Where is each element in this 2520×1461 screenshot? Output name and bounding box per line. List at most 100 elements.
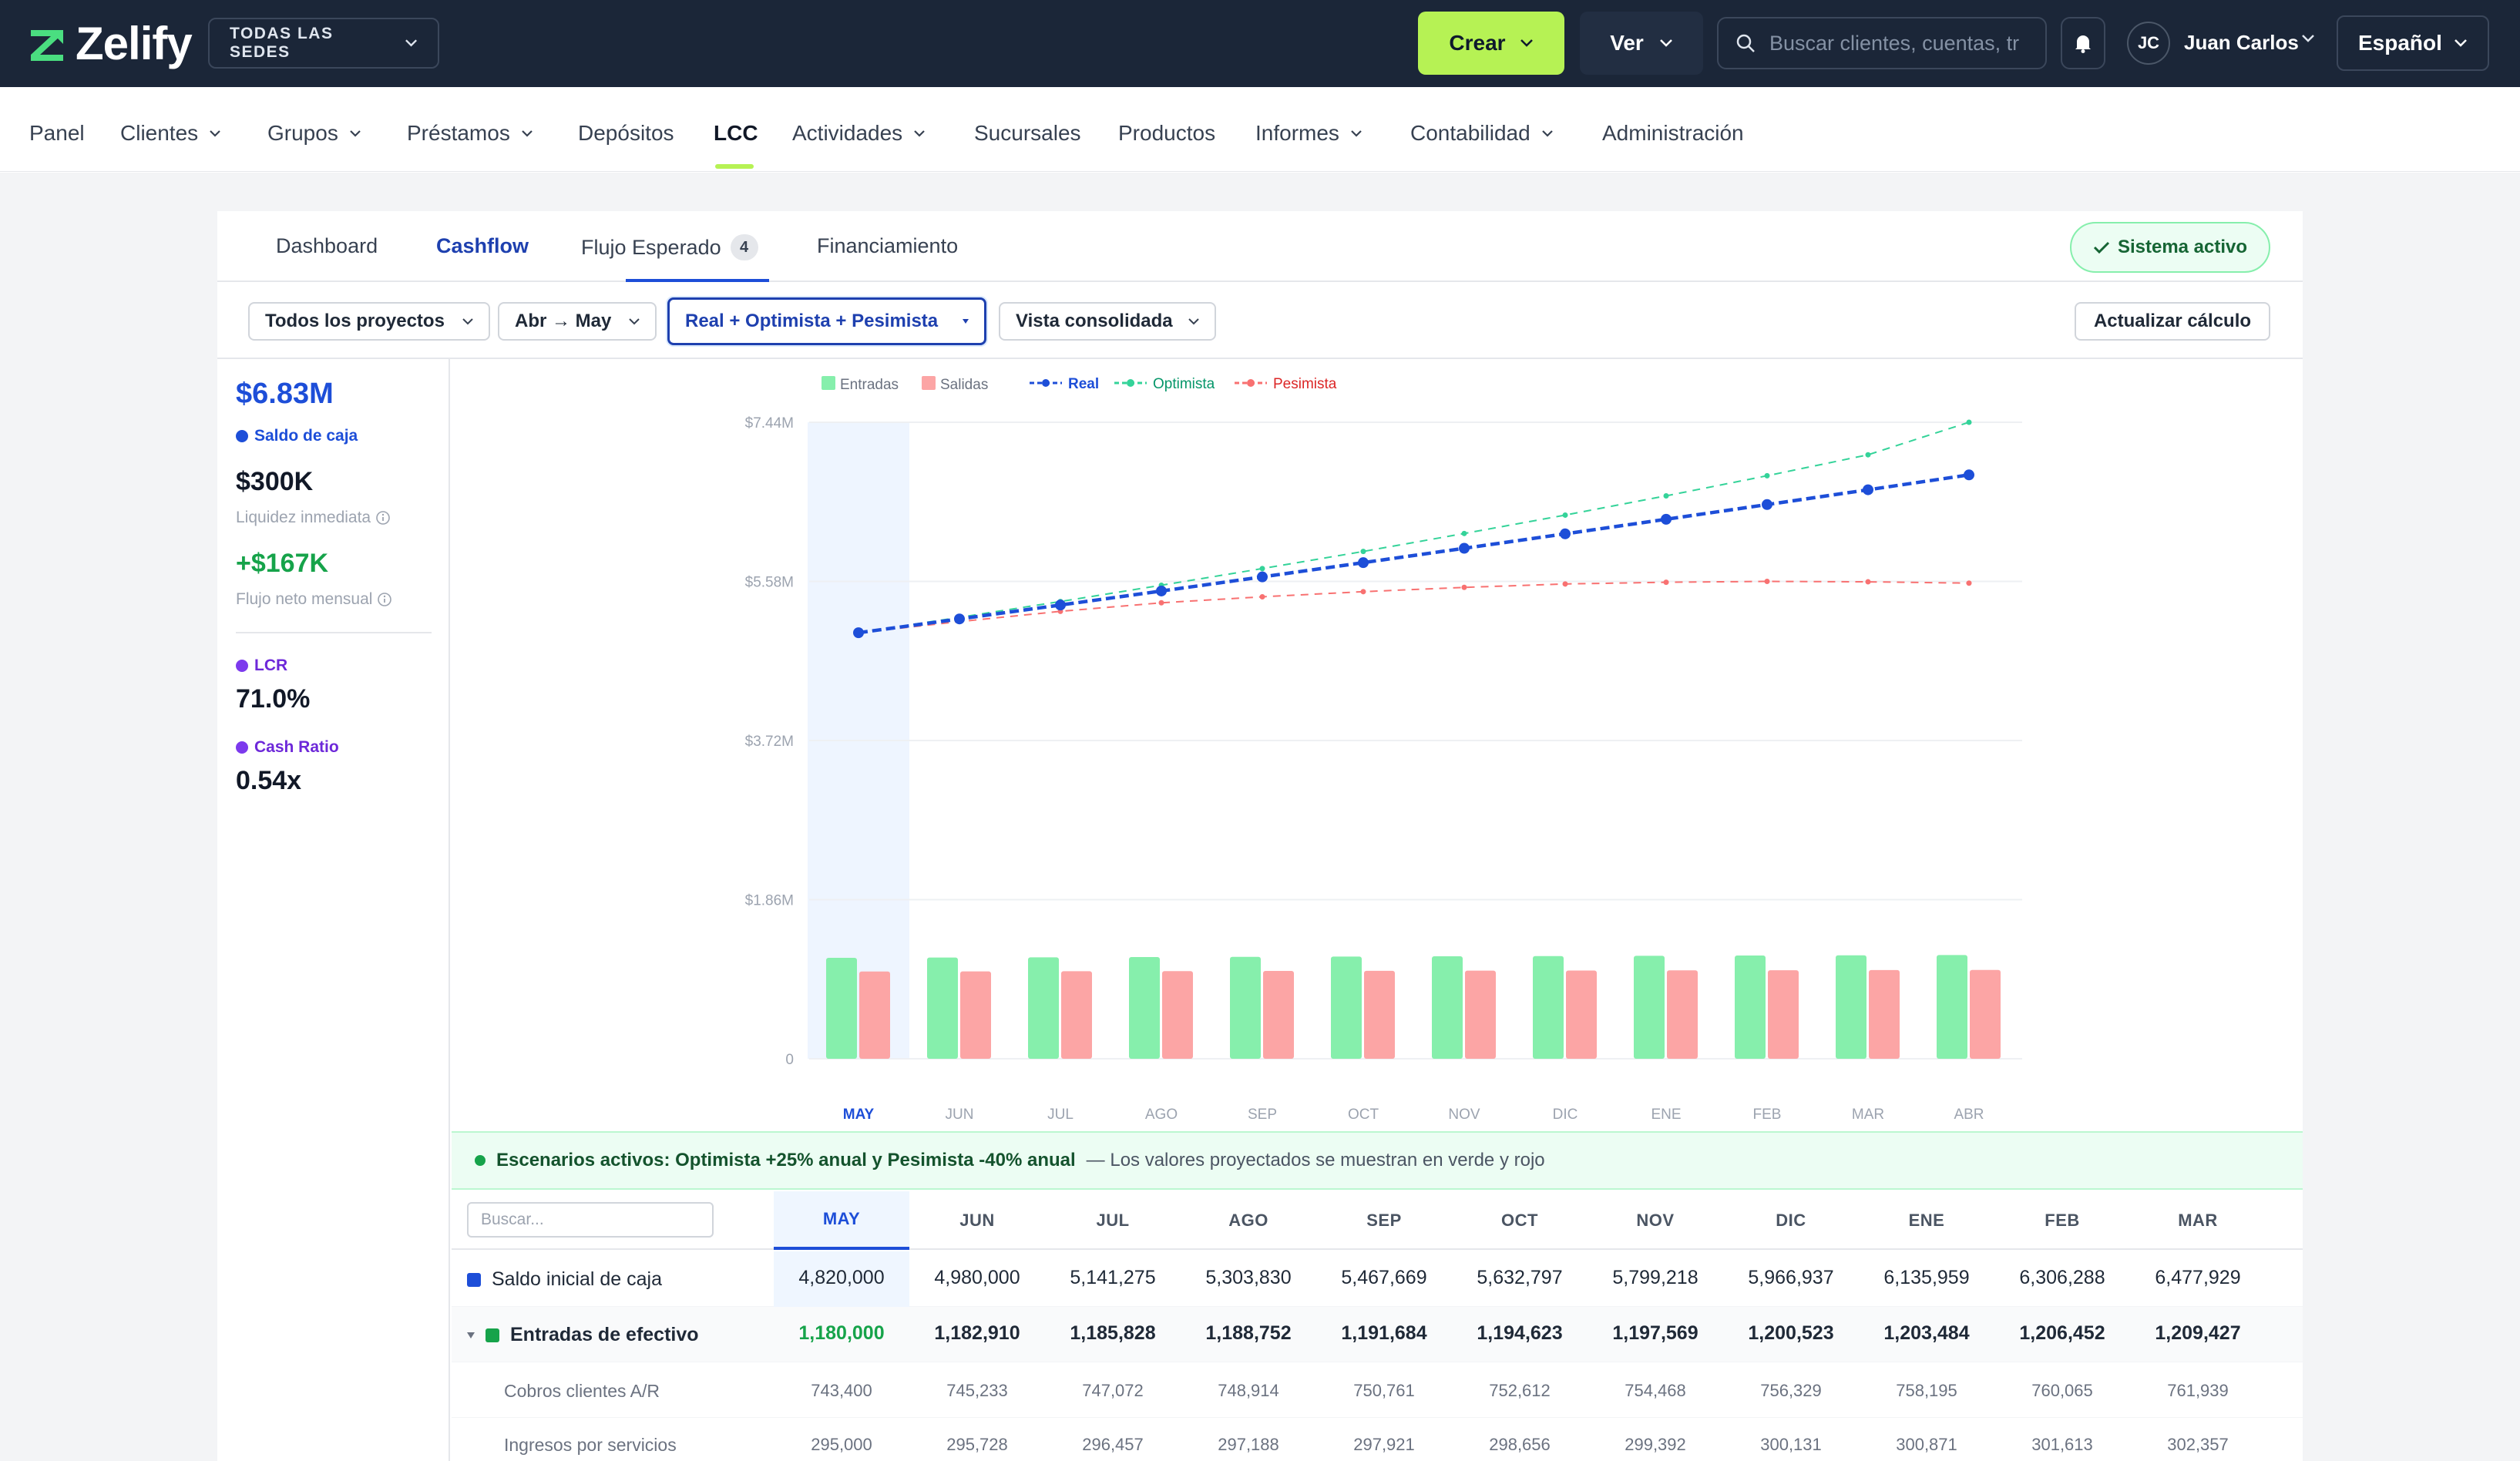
- notifications-button[interactable]: [2061, 17, 2105, 69]
- nav-item-panel[interactable]: Panel: [29, 118, 85, 149]
- lcr-label: LCR: [254, 657, 288, 674]
- logo[interactable]: Zelify: [29, 17, 193, 70]
- entradas-bar: [1331, 956, 1362, 1059]
- entradas-bar: [1735, 956, 1766, 1059]
- entradas-bar: [1533, 956, 1564, 1059]
- month-header[interactable]: JUL: [1096, 1211, 1130, 1230]
- chevron-down-icon: [1520, 39, 1533, 47]
- global-search[interactable]: [1717, 17, 2047, 69]
- legend-point: [1127, 379, 1134, 387]
- month-header[interactable]: FEB: [2045, 1211, 2080, 1230]
- cash-ratio-label: Cash Ratio: [254, 738, 339, 756]
- table-row[interactable]: Cobros clientes A/R 743,400 745,233 747,07…: [452, 1362, 2303, 1418]
- brand-name: Zelify: [76, 18, 193, 69]
- table-cell: 1,197,569: [1612, 1322, 1698, 1344]
- range-select[interactable]: Abr → May: [498, 302, 657, 341]
- y-tick-label: $1.86M: [745, 893, 794, 909]
- month-header[interactable]: MAY: [774, 1191, 909, 1250]
- salidas-bar: [1263, 971, 1294, 1059]
- info-icon[interactable]: [375, 510, 391, 526]
- table-cell: 761,939: [2167, 1381, 2229, 1400]
- nav-item-productos[interactable]: Productos: [1118, 118, 1215, 149]
- avatar[interactable]: JC: [2127, 22, 2170, 65]
- nav-item-lcc[interactable]: LCC: [714, 118, 758, 149]
- table-row[interactable]: Ingresos por servicios 295,000 295,728 296…: [452, 1418, 2303, 1461]
- user-name[interactable]: Juan Carlos: [2184, 31, 2299, 54]
- salidas-bar: [1465, 970, 1496, 1059]
- entradas-bar: [927, 957, 958, 1059]
- legend-point: [1042, 379, 1050, 387]
- view-select[interactable]: Vista consolidada: [999, 302, 1216, 341]
- caret-down-icon: [963, 319, 969, 324]
- salidas-bar: [1162, 971, 1193, 1059]
- table-row[interactable]: Entradas de efectivo 1,180,000 1,182,910 1…: [452, 1307, 2303, 1362]
- project-select[interactable]: Todos los proyectos: [248, 302, 490, 341]
- search-icon: [1736, 34, 1755, 52]
- tab-dashboard[interactable]: Dashboard: [276, 234, 378, 258]
- nav-item-actividades[interactable]: Actividades: [792, 118, 926, 149]
- table-cell: 5,141,275: [1070, 1267, 1156, 1288]
- sede-selector[interactable]: TODAS LAS SEDES: [208, 18, 439, 69]
- table-row[interactable]: Saldo inicial de caja 4,820,000 4,980,000…: [452, 1251, 2303, 1307]
- tab-flujo-esperado[interactable]: Flujo Esperado 4: [581, 234, 758, 260]
- nav-item-grupos[interactable]: Grupos: [267, 118, 361, 149]
- flujo-label-row: Flujo neto mensual: [236, 590, 392, 609]
- legend-label: Entradas: [840, 377, 899, 393]
- table-cell: 295,728: [946, 1435, 1008, 1454]
- table-cell: 1,191,684: [1341, 1322, 1427, 1344]
- nav-item-sucursales[interactable]: Sucursales: [974, 118, 1081, 149]
- crear-label: Crear: [1449, 31, 1506, 55]
- tab-cashflow[interactable]: Cashflow: [436, 234, 529, 258]
- language-selector[interactable]: Español: [2337, 15, 2489, 71]
- month-header[interactable]: OCT: [1501, 1211, 1538, 1230]
- nav-active-indicator: [715, 164, 754, 169]
- legend-label: Pesimista: [1273, 376, 1337, 392]
- tab-financiamiento[interactable]: Financiamiento: [817, 234, 958, 258]
- table-cell: 1,209,427: [2155, 1322, 2241, 1344]
- month-header[interactable]: MAR: [2178, 1211, 2218, 1230]
- month-header[interactable]: NOV: [1636, 1211, 1675, 1230]
- crear-button[interactable]: Crear: [1418, 12, 1564, 75]
- salidas-bar: [960, 971, 991, 1059]
- real-point: [1560, 528, 1571, 539]
- nav-item-depositos[interactable]: Depósitos: [578, 118, 674, 149]
- month-header[interactable]: DIC: [1776, 1211, 1806, 1230]
- month-header[interactable]: ENE: [1908, 1211, 1945, 1230]
- lcr-value: 71.0%: [236, 684, 311, 714]
- row-color-marker: [467, 1272, 481, 1287]
- nav-item-informes[interactable]: Informes: [1255, 118, 1362, 149]
- actualizar-button[interactable]: Actualizar cálculo: [2075, 302, 2270, 341]
- ver-button[interactable]: Ver: [1580, 12, 1703, 75]
- entradas-bar: [1230, 956, 1261, 1059]
- search-input[interactable]: [1769, 31, 2031, 55]
- cash-ratio-value: 0.54x: [236, 766, 302, 795]
- month-header[interactable]: SEP: [1366, 1211, 1402, 1230]
- scenario-select[interactable]: Real + Optimista + Pesimista: [667, 297, 986, 345]
- pesimista-point: [1865, 579, 1871, 585]
- nav-item-contabilidad[interactable]: Contabilidad: [1410, 118, 1554, 149]
- month-header[interactable]: JUN: [959, 1211, 995, 1230]
- cashflow-chart: 0 $1.86M $3.72M $5.58M $7.44M MAY JUN JUL AGO SEP…: [450, 359, 2303, 1130]
- table-cell: 5,303,830: [1205, 1267, 1292, 1288]
- x-tick-label: SEP: [1248, 1107, 1277, 1123]
- caret-down-icon[interactable]: [467, 1332, 475, 1338]
- real-point: [1055, 600, 1066, 611]
- nav-item-administracion[interactable]: Administración: [1602, 118, 1744, 149]
- entradas-bar: [1432, 956, 1463, 1059]
- chevron-down-icon[interactable]: [2301, 34, 2315, 43]
- tab-label: Financiamiento: [817, 234, 959, 257]
- table-cell: 747,072: [1082, 1381, 1144, 1400]
- chevron-down-icon: [350, 130, 361, 137]
- banner-title: Escenarios activos: Optimista +25% anual…: [496, 1150, 1076, 1170]
- table-cell: 302,357: [2167, 1435, 2229, 1454]
- month-header[interactable]: AGO: [1228, 1211, 1268, 1230]
- nav-item-clientes[interactable]: Clientes: [120, 118, 221, 149]
- chevron-down-icon: [1659, 39, 1672, 47]
- row-label: Cobros clientes A/R: [504, 1381, 660, 1402]
- liquidez-value: $300K: [236, 467, 314, 496]
- nav-item-prestamos[interactable]: Préstamos: [407, 118, 533, 149]
- legend-point: [1247, 379, 1255, 387]
- table-search-input[interactable]: [467, 1202, 714, 1238]
- pesimista-point: [1966, 580, 1972, 586]
- info-icon[interactable]: [377, 592, 392, 607]
